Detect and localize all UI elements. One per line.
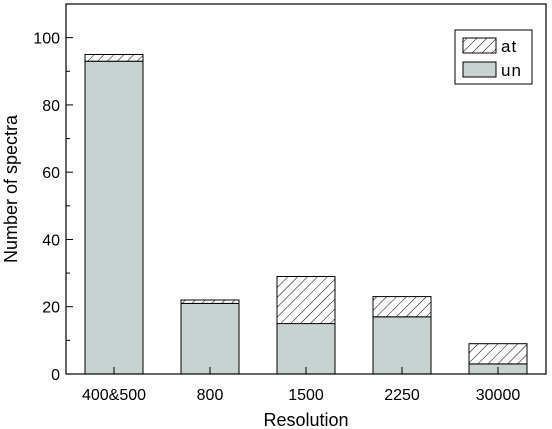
bar-un-1 <box>180 302 240 375</box>
legend-label-un: un <box>501 61 522 80</box>
bars-layer <box>84 54 528 375</box>
x-tick-label-3: 2250 <box>384 387 420 404</box>
bar-at-0 <box>84 54 144 62</box>
x-axis-title: Resolution <box>263 410 348 429</box>
x-tick-label-1: 800 <box>197 387 224 404</box>
x-tick-label-4: 30000 <box>476 387 521 404</box>
axes-layer: 0 20 40 60 80 100 400&500 800 1500 2250 30000 Resol… <box>1 3 547 429</box>
bar-at-2 <box>276 276 336 325</box>
bar-at-4 <box>468 343 528 365</box>
y-axis-title: Number of spectra <box>1 114 21 263</box>
y-tick-label-3: 60 <box>42 165 60 182</box>
y-tick-label-0: 0 <box>51 367 60 384</box>
y-tick-label-4: 80 <box>42 98 60 115</box>
bar-un-3 <box>372 316 432 375</box>
bar-at-1 <box>180 299 240 304</box>
bar-at-3 <box>372 296 432 318</box>
legend-label-at: at <box>501 37 517 56</box>
y-tick-label-2: 40 <box>42 232 60 249</box>
bar-un-0 <box>84 60 144 375</box>
y-tick-label-1: 20 <box>42 300 60 317</box>
bar-un-2 <box>276 323 336 375</box>
legend-swatch-at <box>462 37 497 54</box>
x-tick-label-2: 1500 <box>288 387 324 404</box>
x-tick-label-0: 400&500 <box>82 387 146 404</box>
y-tick-label-5: 100 <box>33 31 60 48</box>
legend: at un <box>454 29 533 85</box>
legend-swatch-un <box>462 61 497 78</box>
